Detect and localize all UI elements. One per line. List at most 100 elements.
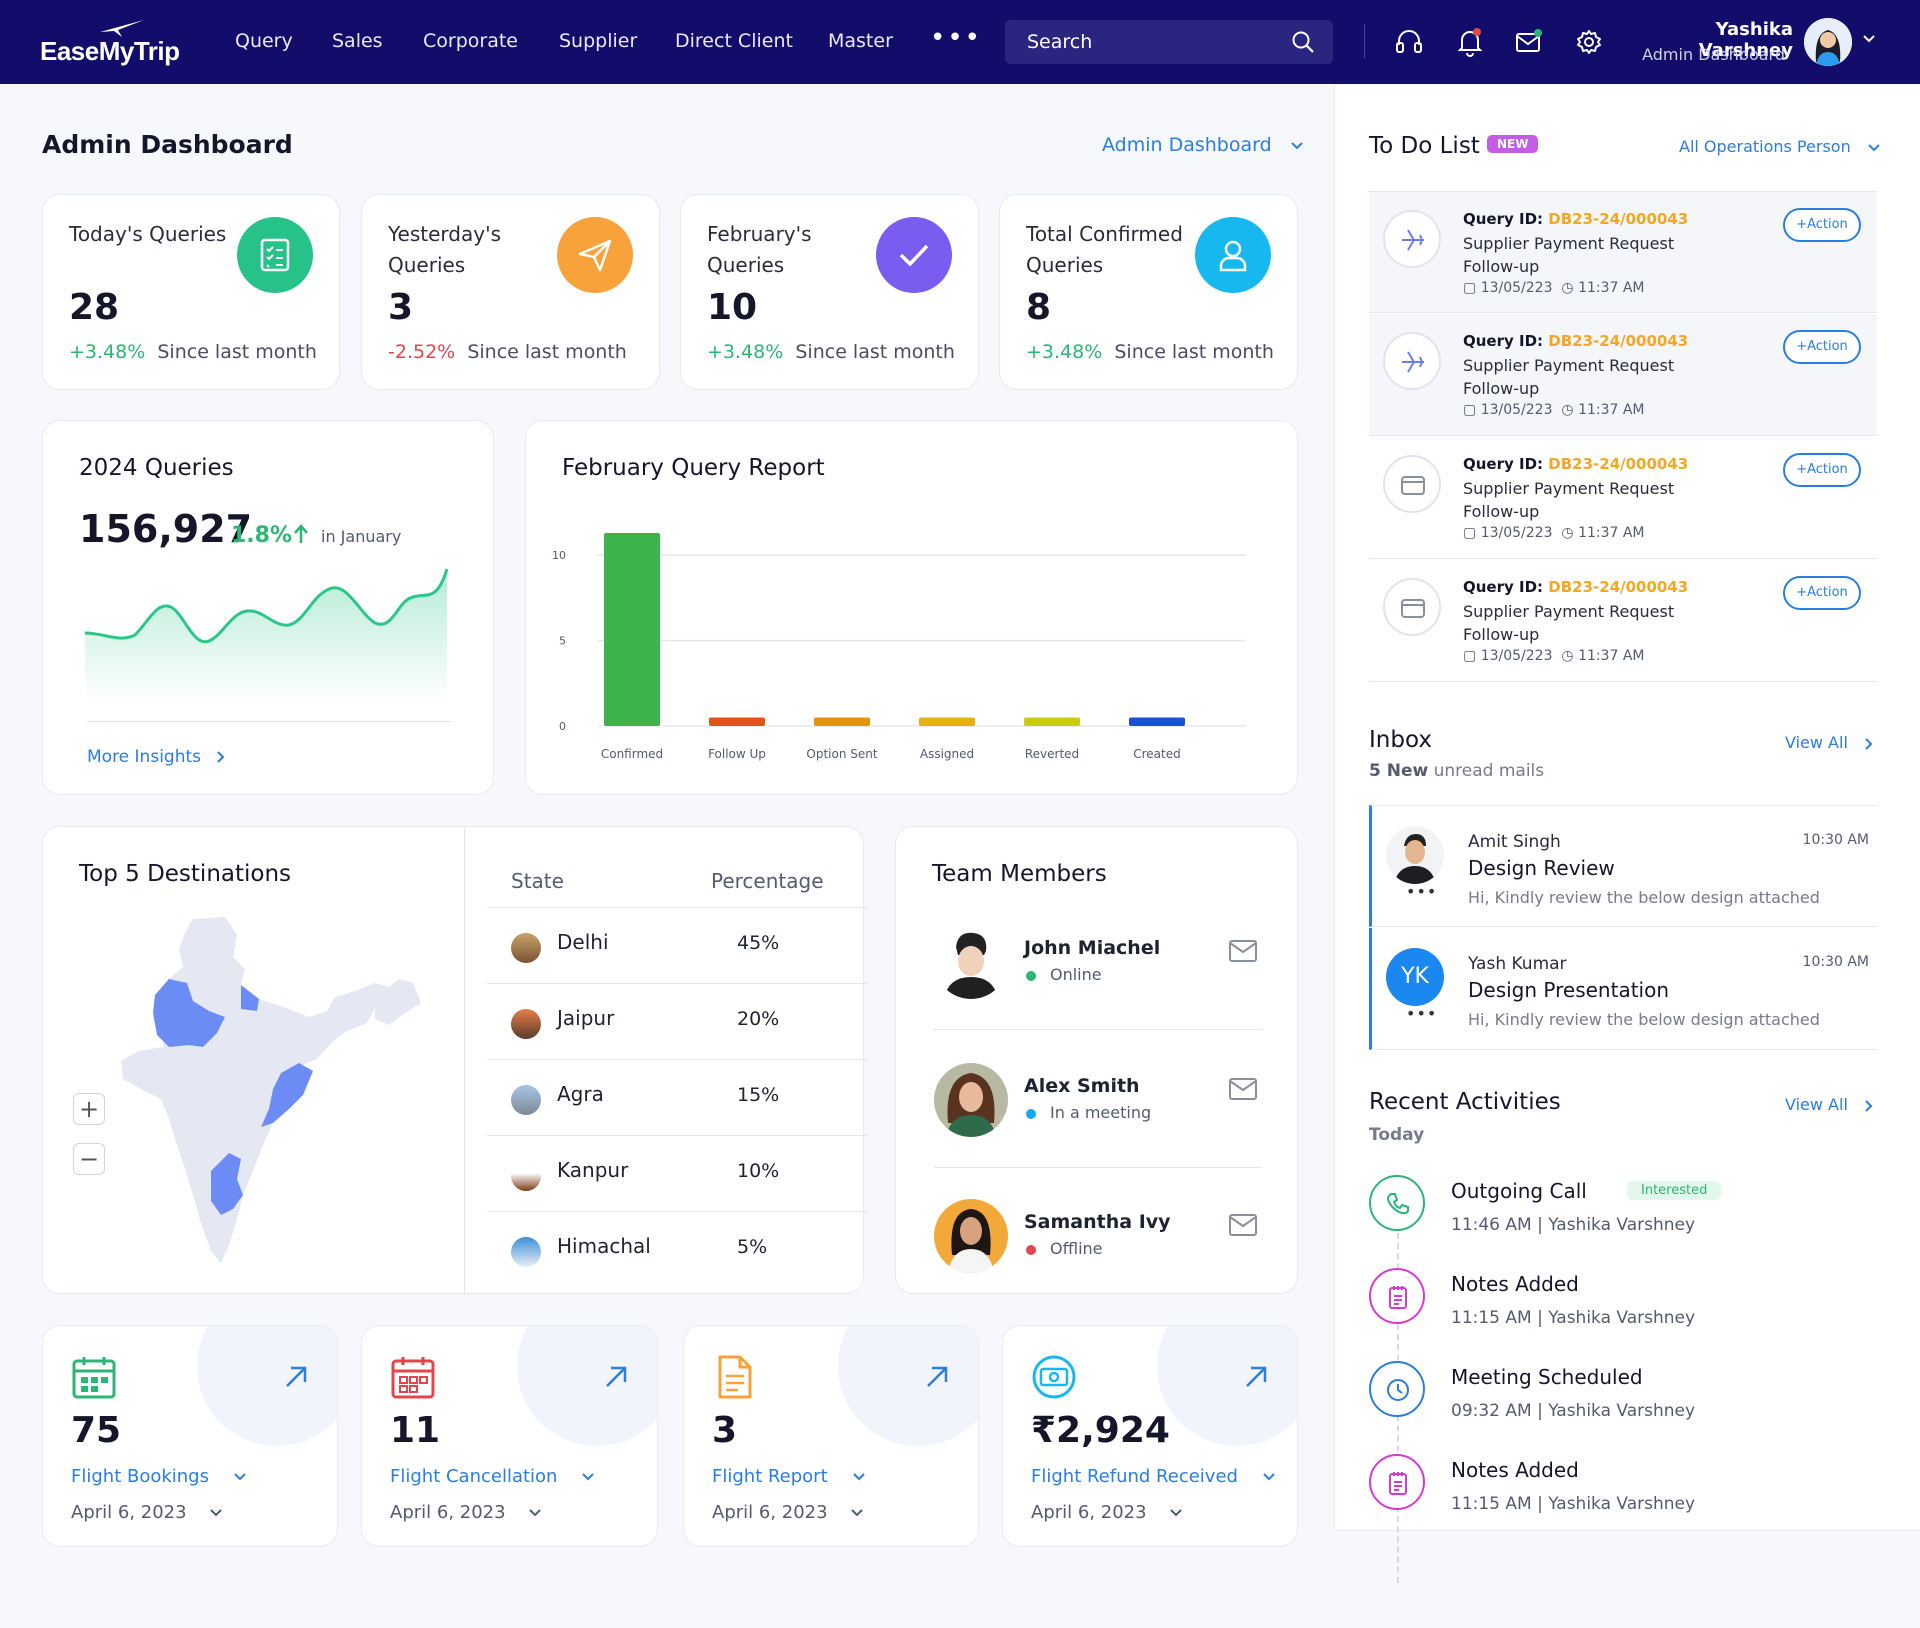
more-insights-link[interactable]: More Insights	[87, 747, 226, 767]
todo-datetime: ▢ 13/05/223 ◷ 11:37 AM	[1463, 525, 1645, 541]
todo-sub-text: Follow-up	[1463, 625, 1540, 644]
dashboard-view-dropdown[interactable]: Admin Dashboard	[1102, 134, 1304, 156]
search-icon[interactable]	[1291, 30, 1315, 54]
col-header-state: State	[511, 869, 564, 893]
member-name: Alex Smith	[1024, 1075, 1140, 1097]
mail-icon[interactable]	[1228, 1213, 1258, 1237]
card-date-dropdown[interactable]: April 6, 2023	[71, 1502, 223, 1523]
x-tick-label: Follow Up	[708, 747, 766, 761]
chevron-right-icon	[1865, 1099, 1873, 1112]
bar-follow-up[interactable]	[709, 717, 765, 726]
mail-subject: Design Review	[1468, 856, 1615, 880]
action-button[interactable]: +Action	[1783, 576, 1861, 610]
state-percentage: 20%	[737, 1008, 780, 1030]
query-id: Query ID: DB23-24/000043	[1463, 455, 1689, 473]
notification-bell-icon[interactable]	[1456, 27, 1484, 57]
avatar	[1386, 826, 1444, 884]
stat-card-yesterdays-queries[interactable]: Yesterday's Queries 3 -2.52% Since last …	[361, 194, 660, 390]
india-map	[121, 917, 421, 1263]
inbox-mail-item[interactable]: YK ••• Yash Kumar Design Presentation Hi…	[1369, 928, 1877, 1050]
flight-report-card[interactable]: 3 Flight Report April 6, 2023	[683, 1325, 979, 1547]
avatar-initials: YK	[1386, 948, 1444, 1006]
mail-icon[interactable]	[1228, 939, 1258, 963]
nav-master[interactable]: Master	[828, 30, 893, 52]
inbox-mail-item[interactable]: ••• Amit Singh Design Review Hi, Kindly …	[1369, 805, 1877, 927]
action-button[interactable]: +Action	[1783, 330, 1861, 364]
team-member[interactable]: Samantha Ivy Offline	[934, 1193, 1264, 1331]
nav-corporate[interactable]: Corporate	[423, 30, 518, 52]
operations-person-filter[interactable]: All Operations Person	[1679, 137, 1881, 156]
activities-view-all-link[interactable]: View All	[1785, 1095, 1874, 1114]
notes-icon	[1369, 1454, 1425, 1510]
status-dot	[1026, 1245, 1036, 1255]
mail-from: Amit Singh	[1468, 832, 1561, 852]
plane-icon	[1383, 210, 1441, 268]
flight-bookings-card[interactable]: 75 Flight Bookings April 6, 2023	[42, 1325, 338, 1547]
bar-option-sent[interactable]	[814, 717, 870, 726]
search-box	[1005, 20, 1333, 64]
card-label-dropdown[interactable]: Flight Bookings	[71, 1466, 247, 1487]
nav-more-button[interactable]: •••	[930, 23, 983, 53]
search-input[interactable]	[1027, 30, 1277, 54]
card-label-dropdown[interactable]: Flight Refund Received	[1031, 1466, 1276, 1487]
bar-confirmed[interactable]	[604, 532, 660, 726]
flight-refund-card[interactable]: ₹2,924 Flight Refund Received April 6, 2…	[1002, 1325, 1298, 1547]
card-date-dropdown[interactable]: April 6, 2023	[390, 1502, 542, 1523]
card-value: 75	[71, 1410, 122, 1451]
inbox-title: Inbox	[1369, 727, 1432, 753]
destinations-title: Top 5 Destinations	[79, 861, 292, 887]
more-options-icon[interactable]: •••	[1406, 882, 1438, 901]
map-zoom-out-button[interactable]: −	[73, 1143, 105, 1175]
map-zoom-in-button[interactable]: +	[73, 1093, 105, 1125]
headset-icon[interactable]	[1395, 27, 1423, 57]
chevron-right-icon	[217, 751, 225, 763]
chevron-down-icon	[582, 1473, 595, 1481]
table-row: Delhi 45%	[487, 907, 867, 983]
stat-card-februarys-queries[interactable]: February's Queries 10 +3.48% Since last …	[680, 194, 979, 390]
user-name: Yashika Varshney	[1698, 19, 1793, 61]
team-member[interactable]: Alex Smith In a meeting	[934, 1057, 1264, 1195]
settings-gear-icon[interactable]	[1575, 27, 1603, 57]
stat-label: February's Queries	[707, 222, 812, 277]
state-percentage: 15%	[737, 1084, 780, 1106]
phone-icon	[1369, 1175, 1425, 1231]
bar-created[interactable]	[1129, 717, 1185, 726]
nav-direct-client[interactable]: Direct Client	[675, 30, 793, 52]
mail-icon[interactable]	[1228, 1077, 1258, 1101]
nav-supplier[interactable]: Supplier	[559, 30, 638, 52]
arrow-up-right-icon[interactable]	[1243, 1364, 1269, 1390]
nav-query[interactable]: Query	[235, 30, 293, 52]
x-tick-label: Option Sent	[806, 747, 877, 761]
card-label-dropdown[interactable]: Flight Cancellation	[390, 1466, 595, 1487]
more-options-icon[interactable]: •••	[1406, 1004, 1438, 1023]
flight-cancellation-card[interactable]: 11 Flight Cancellation April 6, 2023	[361, 1325, 658, 1547]
top-navbar: EaseMyTrip Query Sales Corporate Supplie…	[0, 0, 1920, 84]
card-value: ₹2,924	[1031, 1410, 1170, 1451]
easemytrip-logo[interactable]: EaseMyTrip	[40, 18, 190, 68]
mail-subject: Design Presentation	[1468, 978, 1670, 1002]
user-avatar[interactable]	[1804, 18, 1852, 66]
y-tick-label: 10	[552, 549, 566, 562]
card-decoration	[1157, 1326, 1297, 1446]
card-date-dropdown[interactable]: April 6, 2023	[712, 1502, 864, 1523]
activity-title: Notes Added	[1451, 1272, 1579, 1296]
stat-card-total-confirmed-queries[interactable]: Total Confirmed Queries 8 +3.48% Since l…	[999, 194, 1298, 390]
inbox-view-all-link[interactable]: View All	[1785, 733, 1874, 752]
card-label-dropdown[interactable]: Flight Report	[712, 1466, 866, 1487]
card-date-dropdown[interactable]: April 6, 2023	[1031, 1502, 1183, 1523]
arrow-up-right-icon[interactable]	[924, 1364, 950, 1390]
bar-reverted[interactable]	[1024, 717, 1080, 726]
chevron-right-icon	[1865, 737, 1873, 750]
bar-assigned[interactable]	[919, 717, 975, 726]
mail-icon[interactable]	[1514, 27, 1544, 57]
user-menu-chevron-icon[interactable]	[1862, 34, 1876, 44]
action-button[interactable]: +Action	[1783, 453, 1861, 487]
divider	[87, 721, 451, 722]
arrow-up-right-icon[interactable]	[603, 1364, 629, 1390]
stat-card-todays-queries[interactable]: Today's Queries 28 +3.48% Since last mon…	[42, 194, 340, 390]
team-member[interactable]: John Miachel Online	[934, 919, 1264, 1057]
action-button[interactable]: +Action	[1783, 208, 1861, 242]
arrow-up-right-icon[interactable]	[283, 1364, 309, 1390]
status-dot	[1026, 1109, 1036, 1119]
nav-sales[interactable]: Sales	[332, 30, 383, 52]
